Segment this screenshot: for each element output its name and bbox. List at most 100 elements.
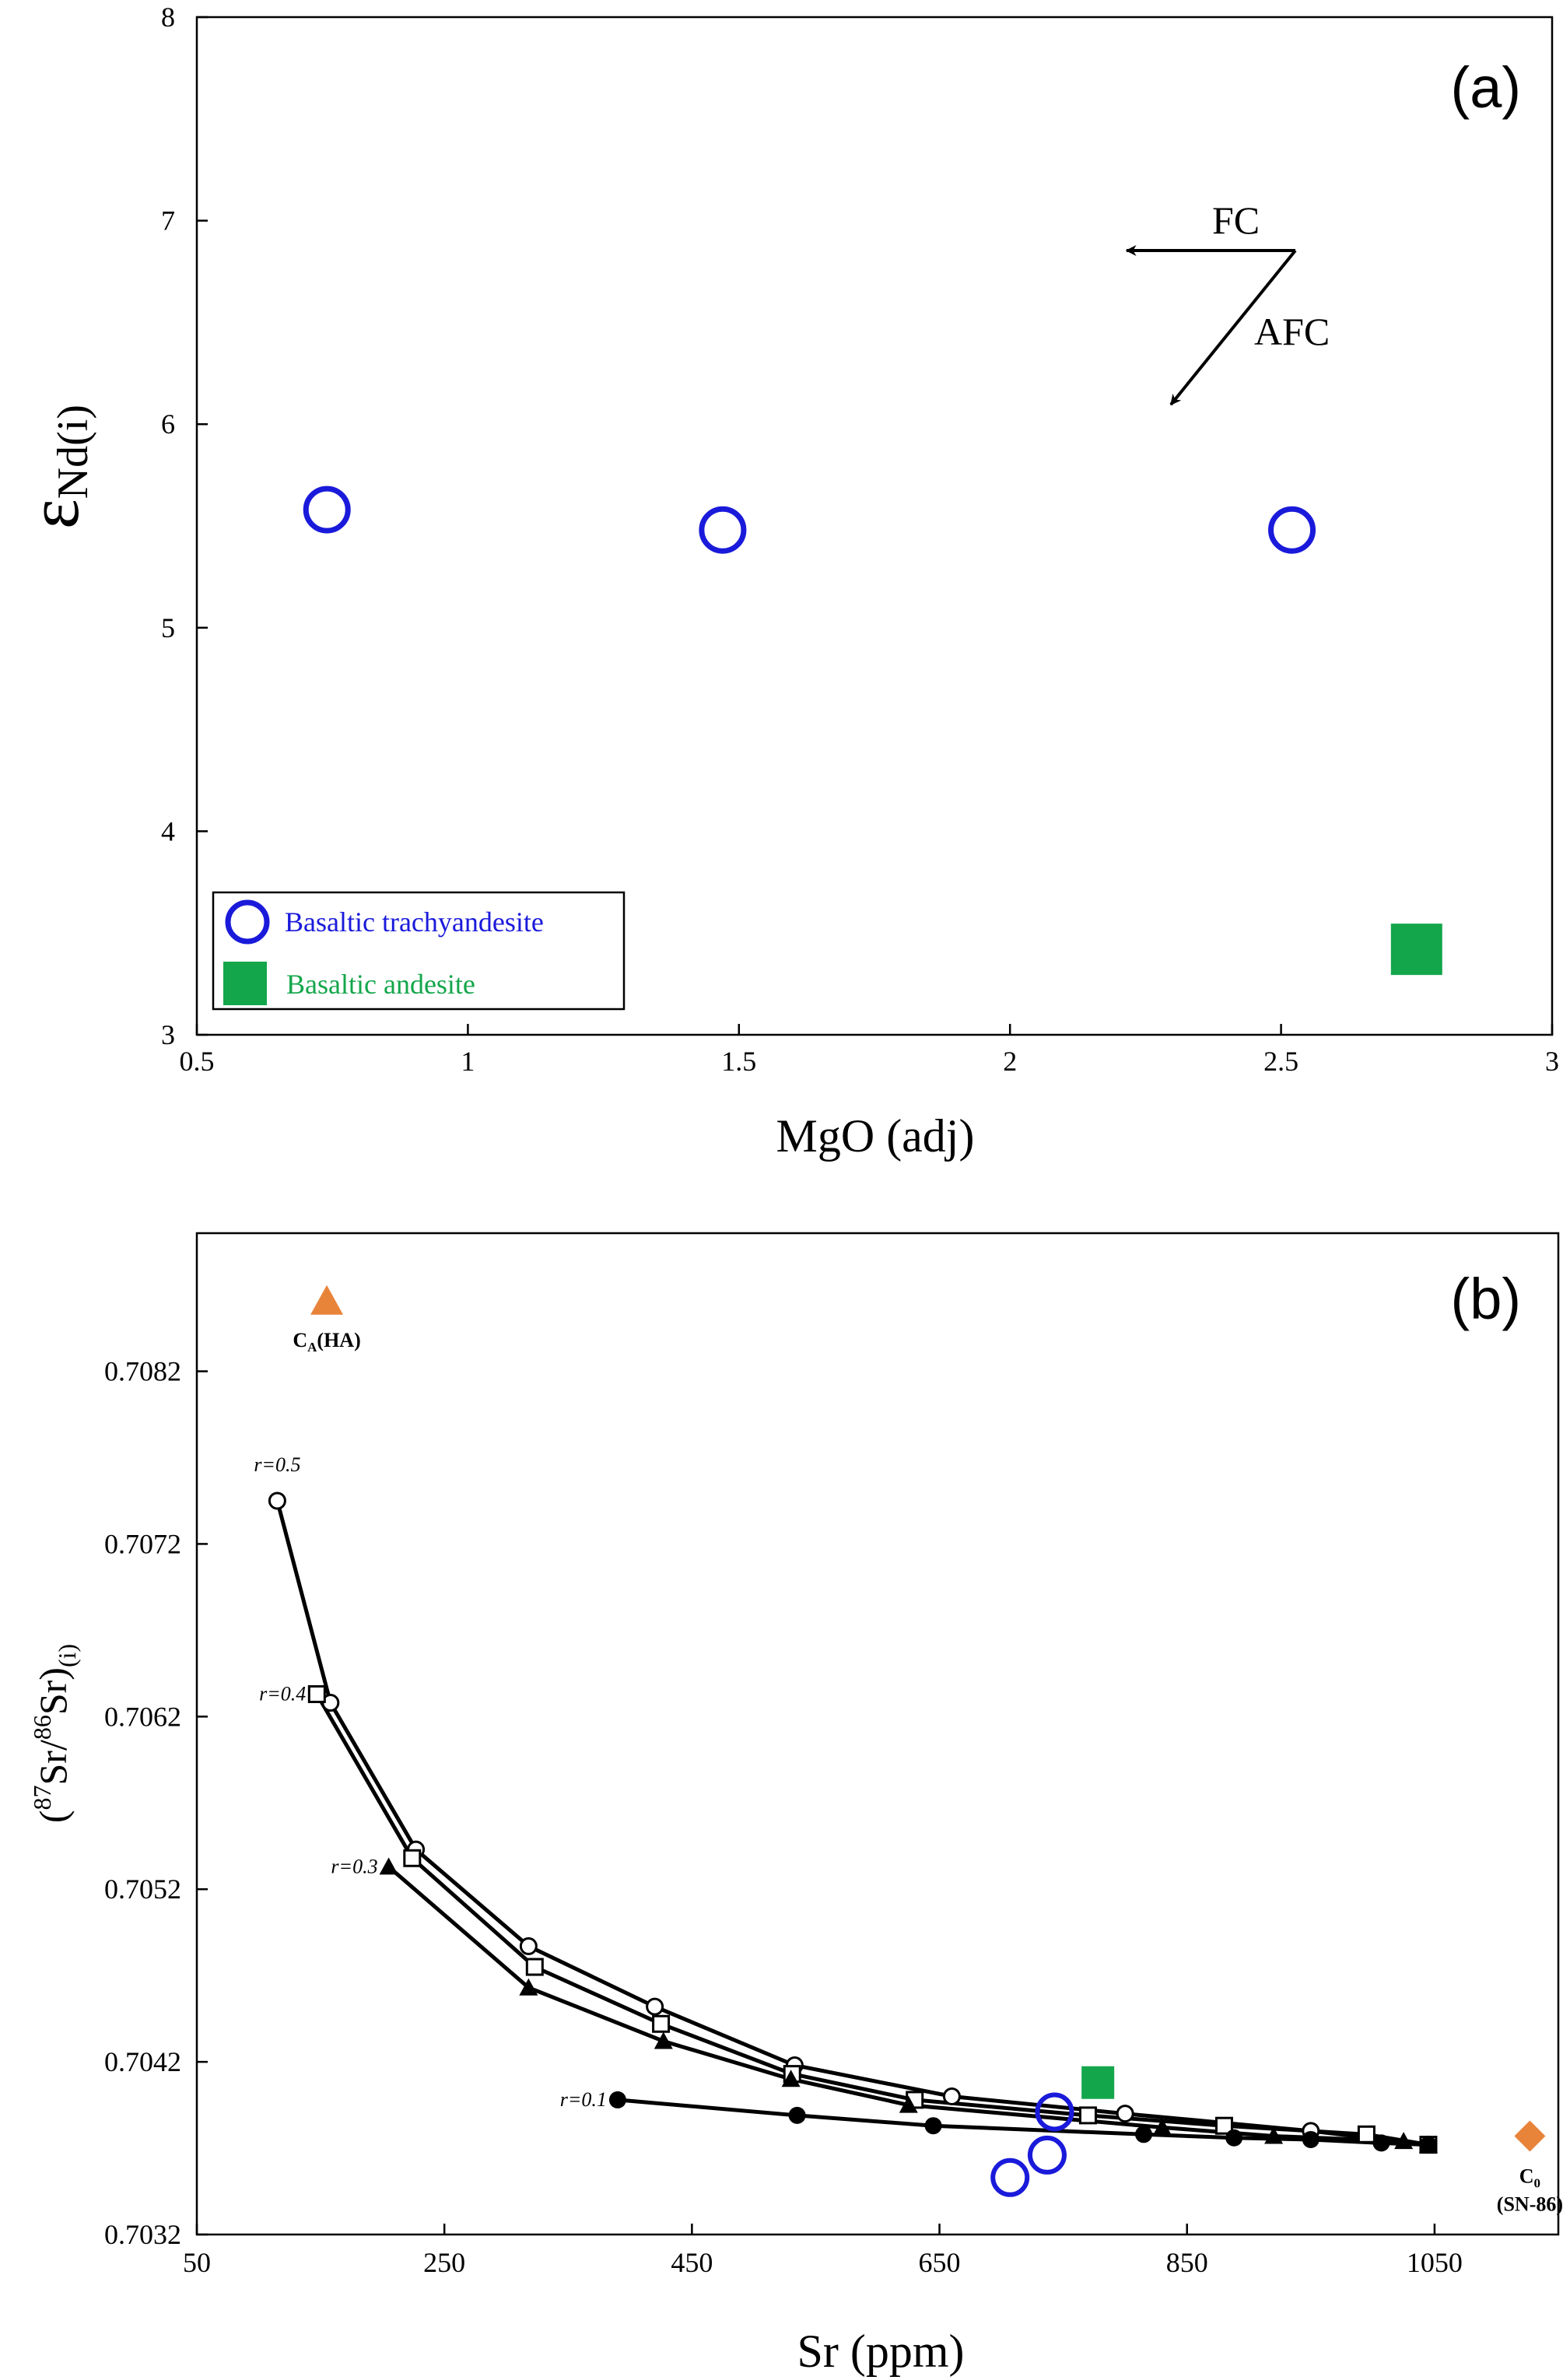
y-tick-label: 0.7032 bbox=[104, 2219, 181, 2250]
panel-a-y-ticks: 3 4 5 6 7 8 bbox=[161, 2, 208, 1050]
curve-point-open-circle bbox=[942, 2087, 961, 2105]
end-member-label: C0 bbox=[1519, 2165, 1540, 2191]
panel-b-sample-points bbox=[990, 2066, 1115, 2197]
panel-a-y-axis-title-main: ε bbox=[14, 499, 93, 529]
panel-a-plot-frame bbox=[195, 16, 1554, 1036]
panel-a: 0.5 1 1.5 2 2.5 3 3 4 5 6 7 8 MgO (adj) εNd(i) (a)… bbox=[14, 2, 1559, 1162]
end-member-diamond-marker bbox=[1514, 2120, 1546, 2152]
legend-trachyandesite-label: Basaltic trachyandesite bbox=[285, 906, 544, 938]
x-tick-label: 1050 bbox=[1407, 2247, 1463, 2278]
basaltic-trachyandesite-point bbox=[303, 485, 351, 534]
curve-point-filled-triangle bbox=[781, 2070, 801, 2087]
panel-a-legend: Basaltic trachyandesite Basaltic andesit… bbox=[212, 891, 626, 1011]
x-tick-label: 2 bbox=[1003, 1046, 1017, 1077]
y-tick-label: 0.7072 bbox=[104, 1528, 181, 1559]
basaltic-trachyandesite-point bbox=[990, 2157, 1030, 2197]
y-tick-label: 0.7062 bbox=[104, 1701, 181, 1732]
curve-point-open-square bbox=[1357, 2125, 1376, 2143]
curve-point-open-square bbox=[307, 1684, 326, 1703]
mixing-curve-markers bbox=[268, 1491, 1438, 2154]
curve-point-open-circle bbox=[519, 1937, 538, 1955]
panel-a-x-axis-title: MgO (adj) bbox=[776, 1110, 975, 1162]
y-tick-label: 6 bbox=[161, 408, 175, 440]
curve-point-open-square bbox=[525, 1958, 544, 1976]
curve-label: r=0.5 bbox=[254, 1453, 300, 1476]
x-tick-label: 1.5 bbox=[721, 1046, 756, 1077]
curve-point-filled-triangle bbox=[1152, 2118, 1172, 2136]
x-tick-label: 650 bbox=[919, 2247, 961, 2278]
y-tick-label: 7 bbox=[161, 205, 175, 237]
afc-arrow-label: AFC bbox=[1254, 310, 1330, 353]
curve-point-open-circle bbox=[646, 1997, 664, 2016]
panel-b: 50 250 450 650 850 1050 0.70320.70420.70520.7… bbox=[28, 1232, 1563, 2377]
x-tick-label: 50 bbox=[183, 2247, 211, 2278]
panel-b-y-axis-title: (87Sr/86Sr)(i) bbox=[28, 1644, 81, 1823]
mixing-curve-r-04 bbox=[315, 1693, 1429, 2147]
x-tick-label: 1 bbox=[461, 1046, 475, 1077]
x-tick-label: 3 bbox=[1545, 1046, 1559, 1077]
panel-b-plot-frame bbox=[195, 1232, 1560, 2236]
basaltic-trachyandesite-point bbox=[699, 506, 747, 554]
basaltic-trachyandesite-point bbox=[1035, 2092, 1074, 2132]
curve-point-open-circle bbox=[1116, 2105, 1134, 2123]
fc-arrow-label: FC bbox=[1212, 198, 1260, 242]
curve-point-filled-circle bbox=[608, 2091, 626, 2108]
basaltic-trachyandesite-point bbox=[1268, 506, 1316, 554]
panel-b-x-ticks: 50 250 450 650 850 1050 bbox=[183, 2224, 1463, 2278]
x-tick-label: 850 bbox=[1166, 2247, 1208, 2278]
y-tick-label: 4 bbox=[161, 815, 175, 846]
panel-b-y-ticks: 0.7032 0.7042 0.7052 0.7062 0.7072 0.7082 bbox=[104, 1356, 208, 2250]
curve-label: r=0.1 bbox=[560, 2088, 607, 2111]
y-tick-label: 5 bbox=[161, 612, 175, 643]
legend-andesite-marker bbox=[223, 962, 267, 1005]
mixing-curve-r-05 bbox=[275, 1500, 1429, 2147]
mixing-curve-labels: r=0.5 r=0.4 r=0.3 r=0.1 bbox=[254, 1453, 607, 2111]
legend-box bbox=[212, 891, 626, 1011]
mixing-curves bbox=[275, 1500, 1429, 2147]
y-tick-label: 3 bbox=[161, 1019, 175, 1050]
fc-afc-arrows: FC AFC bbox=[1125, 198, 1330, 406]
y-tick-label: 8 bbox=[161, 2, 175, 33]
end-member-sublabel: (SN-86) bbox=[1497, 2193, 1563, 2216]
panel-a-y-axis-title-sub: Nd(i) bbox=[49, 405, 97, 499]
curve-point-filled-triangle bbox=[379, 1857, 398, 1875]
curve-point-filled-triangle bbox=[1264, 2126, 1284, 2144]
panel-a-data-points bbox=[303, 485, 1442, 976]
panel-a-label: (a) bbox=[1451, 55, 1521, 120]
legend-trachyandesite-marker bbox=[225, 899, 270, 945]
curve-point-open-square bbox=[652, 2014, 671, 2033]
legend-andesite-label: Basaltic andesite bbox=[286, 969, 475, 1000]
curve-point-filled-circle bbox=[1419, 2136, 1437, 2154]
curve-point-filled-triangle bbox=[654, 2031, 673, 2049]
x-tick-label: 450 bbox=[671, 2247, 713, 2278]
panel-b-label: (b) bbox=[1451, 1267, 1521, 1331]
x-tick-label: 250 bbox=[423, 2247, 465, 2278]
basaltic-andesite-point bbox=[1390, 924, 1442, 976]
curve-point-filled-triangle bbox=[899, 2095, 918, 2113]
panel-a-y-axis-title: εNd(i) bbox=[14, 405, 97, 529]
curve-point-open-square bbox=[403, 1849, 422, 1867]
curve-point-filled-triangle bbox=[1394, 2132, 1414, 2150]
curve-point-filled-circle bbox=[924, 2117, 942, 2135]
basaltic-andesite-point bbox=[1081, 2066, 1115, 2099]
end-member-label: CA(HA) bbox=[293, 1329, 360, 1355]
panel-a-x-ticks: 0.5 1 1.5 2 2.5 3 bbox=[180, 1024, 1559, 1077]
curve-point-filled-circle bbox=[1372, 2134, 1390, 2152]
end-member-triangle-marker bbox=[310, 1285, 344, 1315]
curve-point-open-square bbox=[1078, 2106, 1097, 2125]
curve-point-open-circle bbox=[268, 1491, 286, 1510]
curve-point-open-square bbox=[1214, 2116, 1233, 2135]
afc-arrow bbox=[1169, 249, 1297, 406]
x-tick-label: 0.5 bbox=[180, 1046, 215, 1077]
curve-label: r=0.3 bbox=[331, 1855, 377, 1877]
curve-label: r=0.4 bbox=[259, 1682, 306, 1705]
y-tick-label: 0.7042 bbox=[104, 2046, 181, 2077]
curve-point-filled-circle bbox=[788, 2106, 806, 2124]
curve-point-filled-circle bbox=[1135, 2126, 1153, 2143]
x-tick-label: 2.5 bbox=[1263, 1046, 1298, 1077]
curve-point-filled-circle bbox=[1225, 2129, 1243, 2147]
basaltic-trachyandesite-point bbox=[1027, 2135, 1067, 2175]
curve-point-filled-circle bbox=[1302, 2130, 1319, 2148]
y-tick-label: 0.7082 bbox=[104, 1356, 181, 1387]
